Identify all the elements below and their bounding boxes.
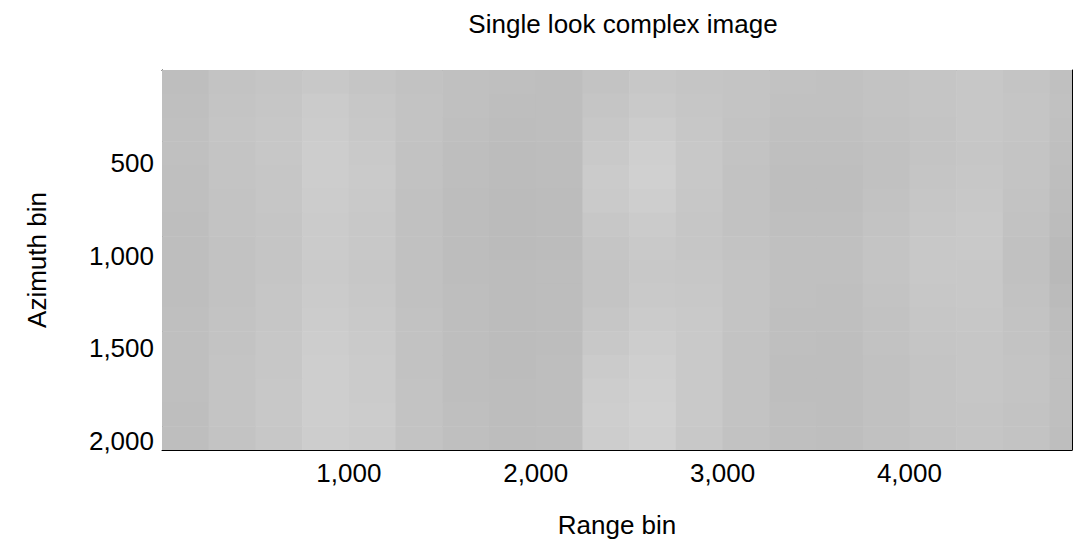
svg-text:4,000: 4,000 [877, 458, 942, 488]
svg-text:2,000: 2,000 [503, 458, 568, 488]
svg-text:1,000: 1,000 [89, 241, 154, 271]
svg-text:1,500: 1,500 [89, 333, 154, 363]
svg-text:500: 500 [111, 148, 154, 178]
svg-text:Range bin: Range bin [558, 510, 677, 540]
svg-text:Azimuth bin: Azimuth bin [22, 192, 52, 328]
svg-text:3,000: 3,000 [690, 458, 755, 488]
svg-text:Single look complex image: Single look complex image [468, 9, 777, 39]
svg-text:1,000: 1,000 [316, 458, 381, 488]
svg-text:2,000: 2,000 [89, 426, 154, 456]
